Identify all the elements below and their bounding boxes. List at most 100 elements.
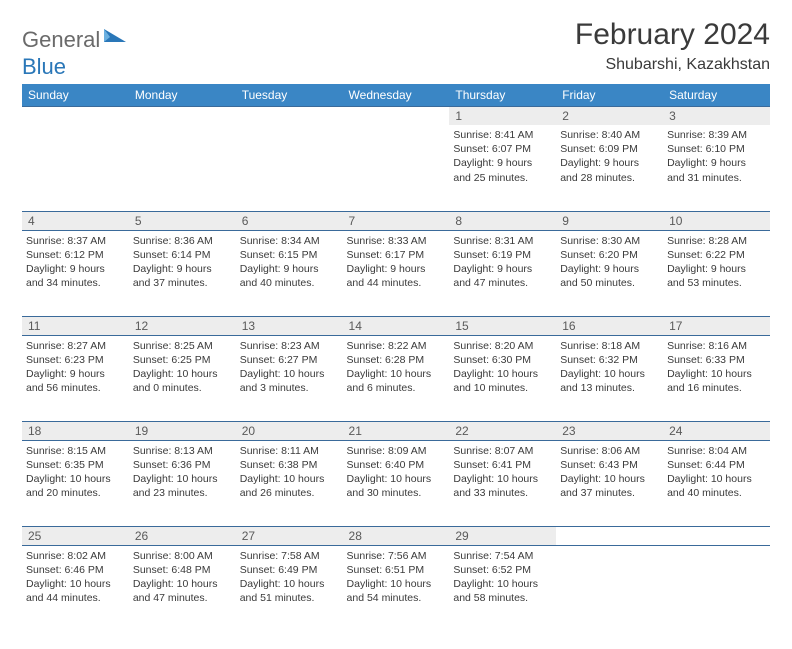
day-number-cell: 18 (22, 421, 129, 440)
daylight-line: Daylight: 10 hours and 33 minutes. (453, 472, 552, 500)
title-block: February 2024 Shubarshi, Kazakhstan (575, 18, 770, 74)
sunrise-line: Sunrise: 8:31 AM (453, 234, 552, 248)
sunset-line: Sunset: 6:10 PM (667, 142, 766, 156)
day-cell: Sunrise: 8:13 AMSunset: 6:36 PMDaylight:… (129, 440, 236, 526)
day-number-cell (663, 526, 770, 545)
brand-part1: General (22, 27, 100, 53)
day-number-cell: 9 (556, 211, 663, 230)
sunset-line: Sunset: 6:19 PM (453, 248, 552, 262)
daylight-line: Daylight: 10 hours and 40 minutes. (667, 472, 766, 500)
sunrise-line: Sunrise: 8:23 AM (240, 339, 339, 353)
daynum-row: 11121314151617 (22, 316, 770, 335)
daylight-line: Daylight: 9 hours and 37 minutes. (133, 262, 232, 290)
day-number-cell: 27 (236, 526, 343, 545)
sunrise-line: Sunrise: 8:28 AM (667, 234, 766, 248)
day-number-cell (129, 107, 236, 126)
sunrise-line: Sunrise: 8:20 AM (453, 339, 552, 353)
daylight-line: Daylight: 9 hours and 47 minutes. (453, 262, 552, 290)
week-row: Sunrise: 8:37 AMSunset: 6:12 PMDaylight:… (22, 230, 770, 316)
day-number-cell: 10 (663, 211, 770, 230)
sunset-line: Sunset: 6:09 PM (560, 142, 659, 156)
day-number-cell: 22 (449, 421, 556, 440)
sunset-line: Sunset: 6:44 PM (667, 458, 766, 472)
day-details: Sunrise: 7:58 AMSunset: 6:49 PMDaylight:… (240, 549, 339, 606)
day-cell: Sunrise: 8:36 AMSunset: 6:14 PMDaylight:… (129, 230, 236, 316)
daylight-line: Daylight: 9 hours and 44 minutes. (347, 262, 446, 290)
daylight-line: Daylight: 9 hours and 25 minutes. (453, 156, 552, 184)
day-details: Sunrise: 8:25 AMSunset: 6:25 PMDaylight:… (133, 339, 232, 396)
day-number-cell: 5 (129, 211, 236, 230)
sunset-line: Sunset: 6:38 PM (240, 458, 339, 472)
day-cell: Sunrise: 7:54 AMSunset: 6:52 PMDaylight:… (449, 545, 556, 631)
day-cell (236, 125, 343, 211)
day-cell: Sunrise: 8:33 AMSunset: 6:17 PMDaylight:… (343, 230, 450, 316)
sunrise-line: Sunrise: 8:30 AM (560, 234, 659, 248)
day-number-cell: 15 (449, 316, 556, 335)
daylight-line: Daylight: 10 hours and 23 minutes. (133, 472, 232, 500)
day-number-cell (236, 107, 343, 126)
sunrise-line: Sunrise: 8:27 AM (26, 339, 125, 353)
sunset-line: Sunset: 6:33 PM (667, 353, 766, 367)
day-cell: Sunrise: 8:00 AMSunset: 6:48 PMDaylight:… (129, 545, 236, 631)
sunrise-line: Sunrise: 7:58 AM (240, 549, 339, 563)
day-details: Sunrise: 8:28 AMSunset: 6:22 PMDaylight:… (667, 234, 766, 291)
day-number-cell: 6 (236, 211, 343, 230)
sunrise-line: Sunrise: 8:40 AM (560, 128, 659, 142)
sunset-line: Sunset: 6:32 PM (560, 353, 659, 367)
sunset-line: Sunset: 6:17 PM (347, 248, 446, 262)
day-cell: Sunrise: 8:04 AMSunset: 6:44 PMDaylight:… (663, 440, 770, 526)
day-details: Sunrise: 8:30 AMSunset: 6:20 PMDaylight:… (560, 234, 659, 291)
sunrise-line: Sunrise: 8:25 AM (133, 339, 232, 353)
week-row: Sunrise: 8:15 AMSunset: 6:35 PMDaylight:… (22, 440, 770, 526)
day-details: Sunrise: 7:56 AMSunset: 6:51 PMDaylight:… (347, 549, 446, 606)
day-cell (663, 545, 770, 631)
col-sat: Saturday (663, 84, 770, 107)
daynum-row: 18192021222324 (22, 421, 770, 440)
sunrise-line: Sunrise: 8:04 AM (667, 444, 766, 458)
location: Shubarshi, Kazakhstan (575, 56, 770, 74)
day-number-cell: 29 (449, 526, 556, 545)
col-thu: Thursday (449, 84, 556, 107)
day-number-cell: 23 (556, 421, 663, 440)
brand-logo: General (22, 18, 128, 53)
day-details: Sunrise: 8:31 AMSunset: 6:19 PMDaylight:… (453, 234, 552, 291)
sunset-line: Sunset: 6:14 PM (133, 248, 232, 262)
day-cell: Sunrise: 8:22 AMSunset: 6:28 PMDaylight:… (343, 335, 450, 421)
day-cell (556, 545, 663, 631)
day-details: Sunrise: 8:06 AMSunset: 6:43 PMDaylight:… (560, 444, 659, 501)
sunset-line: Sunset: 6:30 PM (453, 353, 552, 367)
daylight-line: Daylight: 9 hours and 28 minutes. (560, 156, 659, 184)
day-cell: Sunrise: 8:39 AMSunset: 6:10 PMDaylight:… (663, 125, 770, 211)
day-details: Sunrise: 8:27 AMSunset: 6:23 PMDaylight:… (26, 339, 125, 396)
day-number-cell: 14 (343, 316, 450, 335)
sunset-line: Sunset: 6:35 PM (26, 458, 125, 472)
day-cell: Sunrise: 8:02 AMSunset: 6:46 PMDaylight:… (22, 545, 129, 631)
daylight-line: Daylight: 9 hours and 31 minutes. (667, 156, 766, 184)
brand-mark-icon (104, 26, 126, 47)
day-details: Sunrise: 8:33 AMSunset: 6:17 PMDaylight:… (347, 234, 446, 291)
month-title: February 2024 (575, 18, 770, 52)
daylight-line: Daylight: 9 hours and 56 minutes. (26, 367, 125, 395)
day-details: Sunrise: 8:07 AMSunset: 6:41 PMDaylight:… (453, 444, 552, 501)
day-details: Sunrise: 8:22 AMSunset: 6:28 PMDaylight:… (347, 339, 446, 396)
day-number-cell: 17 (663, 316, 770, 335)
day-cell: Sunrise: 7:58 AMSunset: 6:49 PMDaylight:… (236, 545, 343, 631)
sunrise-line: Sunrise: 8:16 AM (667, 339, 766, 353)
day-number-cell: 21 (343, 421, 450, 440)
sunset-line: Sunset: 6:28 PM (347, 353, 446, 367)
day-details: Sunrise: 8:36 AMSunset: 6:14 PMDaylight:… (133, 234, 232, 291)
sunrise-line: Sunrise: 8:33 AM (347, 234, 446, 248)
calendar-table: Sunday Monday Tuesday Wednesday Thursday… (22, 84, 770, 631)
day-number-cell (556, 526, 663, 545)
day-number-cell: 11 (22, 316, 129, 335)
daylight-line: Daylight: 10 hours and 16 minutes. (667, 367, 766, 395)
day-details: Sunrise: 8:16 AMSunset: 6:33 PMDaylight:… (667, 339, 766, 396)
daylight-line: Daylight: 10 hours and 58 minutes. (453, 577, 552, 605)
day-details: Sunrise: 8:39 AMSunset: 6:10 PMDaylight:… (667, 128, 766, 185)
day-cell (129, 125, 236, 211)
day-number-cell (343, 107, 450, 126)
sunrise-line: Sunrise: 8:06 AM (560, 444, 659, 458)
sunrise-line: Sunrise: 8:37 AM (26, 234, 125, 248)
day-details: Sunrise: 8:34 AMSunset: 6:15 PMDaylight:… (240, 234, 339, 291)
sunrise-line: Sunrise: 8:18 AM (560, 339, 659, 353)
